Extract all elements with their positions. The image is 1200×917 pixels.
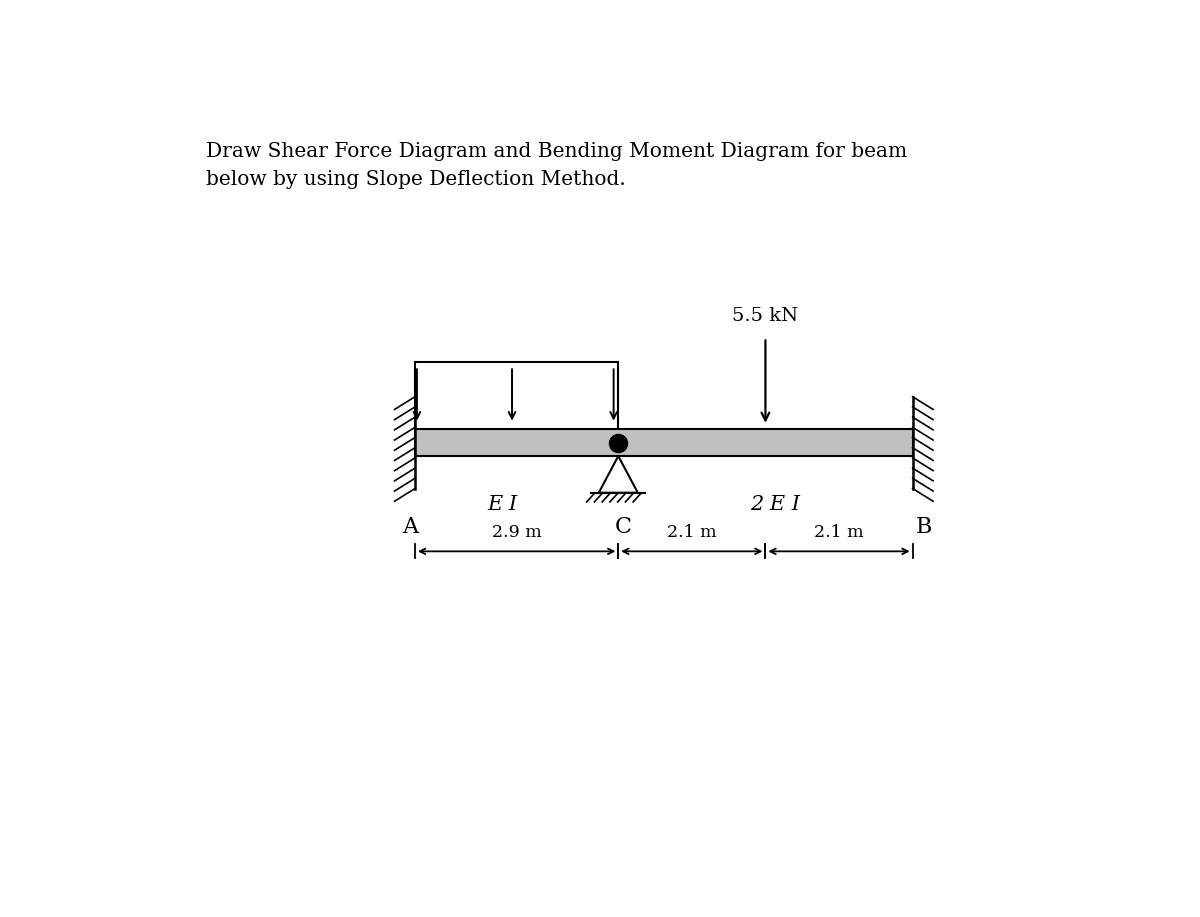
Text: 2.1 m: 2.1 m — [667, 525, 716, 541]
Text: E I: E I — [487, 495, 517, 514]
Text: C: C — [614, 516, 631, 538]
Bar — [415, 362, 618, 429]
Text: Draw Shear Force Diagram and Bending Moment Diagram for beam: Draw Shear Force Diagram and Bending Mom… — [206, 142, 907, 160]
Text: below by using Slope Deflection Method.: below by using Slope Deflection Method. — [206, 170, 625, 189]
Text: 2.1 m: 2.1 m — [815, 525, 864, 541]
Text: A: A — [402, 516, 419, 538]
Text: 2 E I: 2 E I — [750, 495, 799, 514]
Text: 5.5 kN: 5.5 kN — [732, 306, 798, 325]
Polygon shape — [599, 456, 638, 492]
Bar — [415, 429, 912, 456]
Text: B: B — [916, 516, 932, 538]
Text: 2.9 m: 2.9 m — [492, 525, 541, 541]
